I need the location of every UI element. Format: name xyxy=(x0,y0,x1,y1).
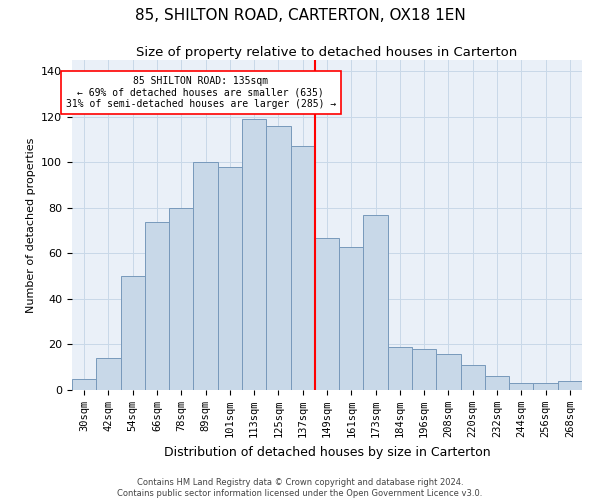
Bar xyxy=(266,126,290,390)
Bar xyxy=(461,365,485,390)
Bar xyxy=(121,276,145,390)
Bar xyxy=(533,383,558,390)
Text: 85 SHILTON ROAD: 135sqm
← 69% of detached houses are smaller (635)
31% of semi-d: 85 SHILTON ROAD: 135sqm ← 69% of detache… xyxy=(65,76,336,109)
Bar xyxy=(242,119,266,390)
Bar xyxy=(558,381,582,390)
Bar xyxy=(290,146,315,390)
Text: 85, SHILTON ROAD, CARTERTON, OX18 1EN: 85, SHILTON ROAD, CARTERTON, OX18 1EN xyxy=(134,8,466,22)
Bar xyxy=(169,208,193,390)
Bar xyxy=(315,238,339,390)
Bar xyxy=(72,378,96,390)
X-axis label: Distribution of detached houses by size in Carterton: Distribution of detached houses by size … xyxy=(164,446,490,458)
Bar xyxy=(218,167,242,390)
Bar xyxy=(145,222,169,390)
Bar xyxy=(96,358,121,390)
Bar xyxy=(485,376,509,390)
Y-axis label: Number of detached properties: Number of detached properties xyxy=(26,138,35,312)
Bar xyxy=(412,349,436,390)
Bar xyxy=(509,383,533,390)
Bar xyxy=(364,215,388,390)
Bar xyxy=(193,162,218,390)
Title: Size of property relative to detached houses in Carterton: Size of property relative to detached ho… xyxy=(136,46,518,59)
Bar xyxy=(436,354,461,390)
Bar xyxy=(388,347,412,390)
Bar xyxy=(339,246,364,390)
Text: Contains HM Land Registry data © Crown copyright and database right 2024.
Contai: Contains HM Land Registry data © Crown c… xyxy=(118,478,482,498)
